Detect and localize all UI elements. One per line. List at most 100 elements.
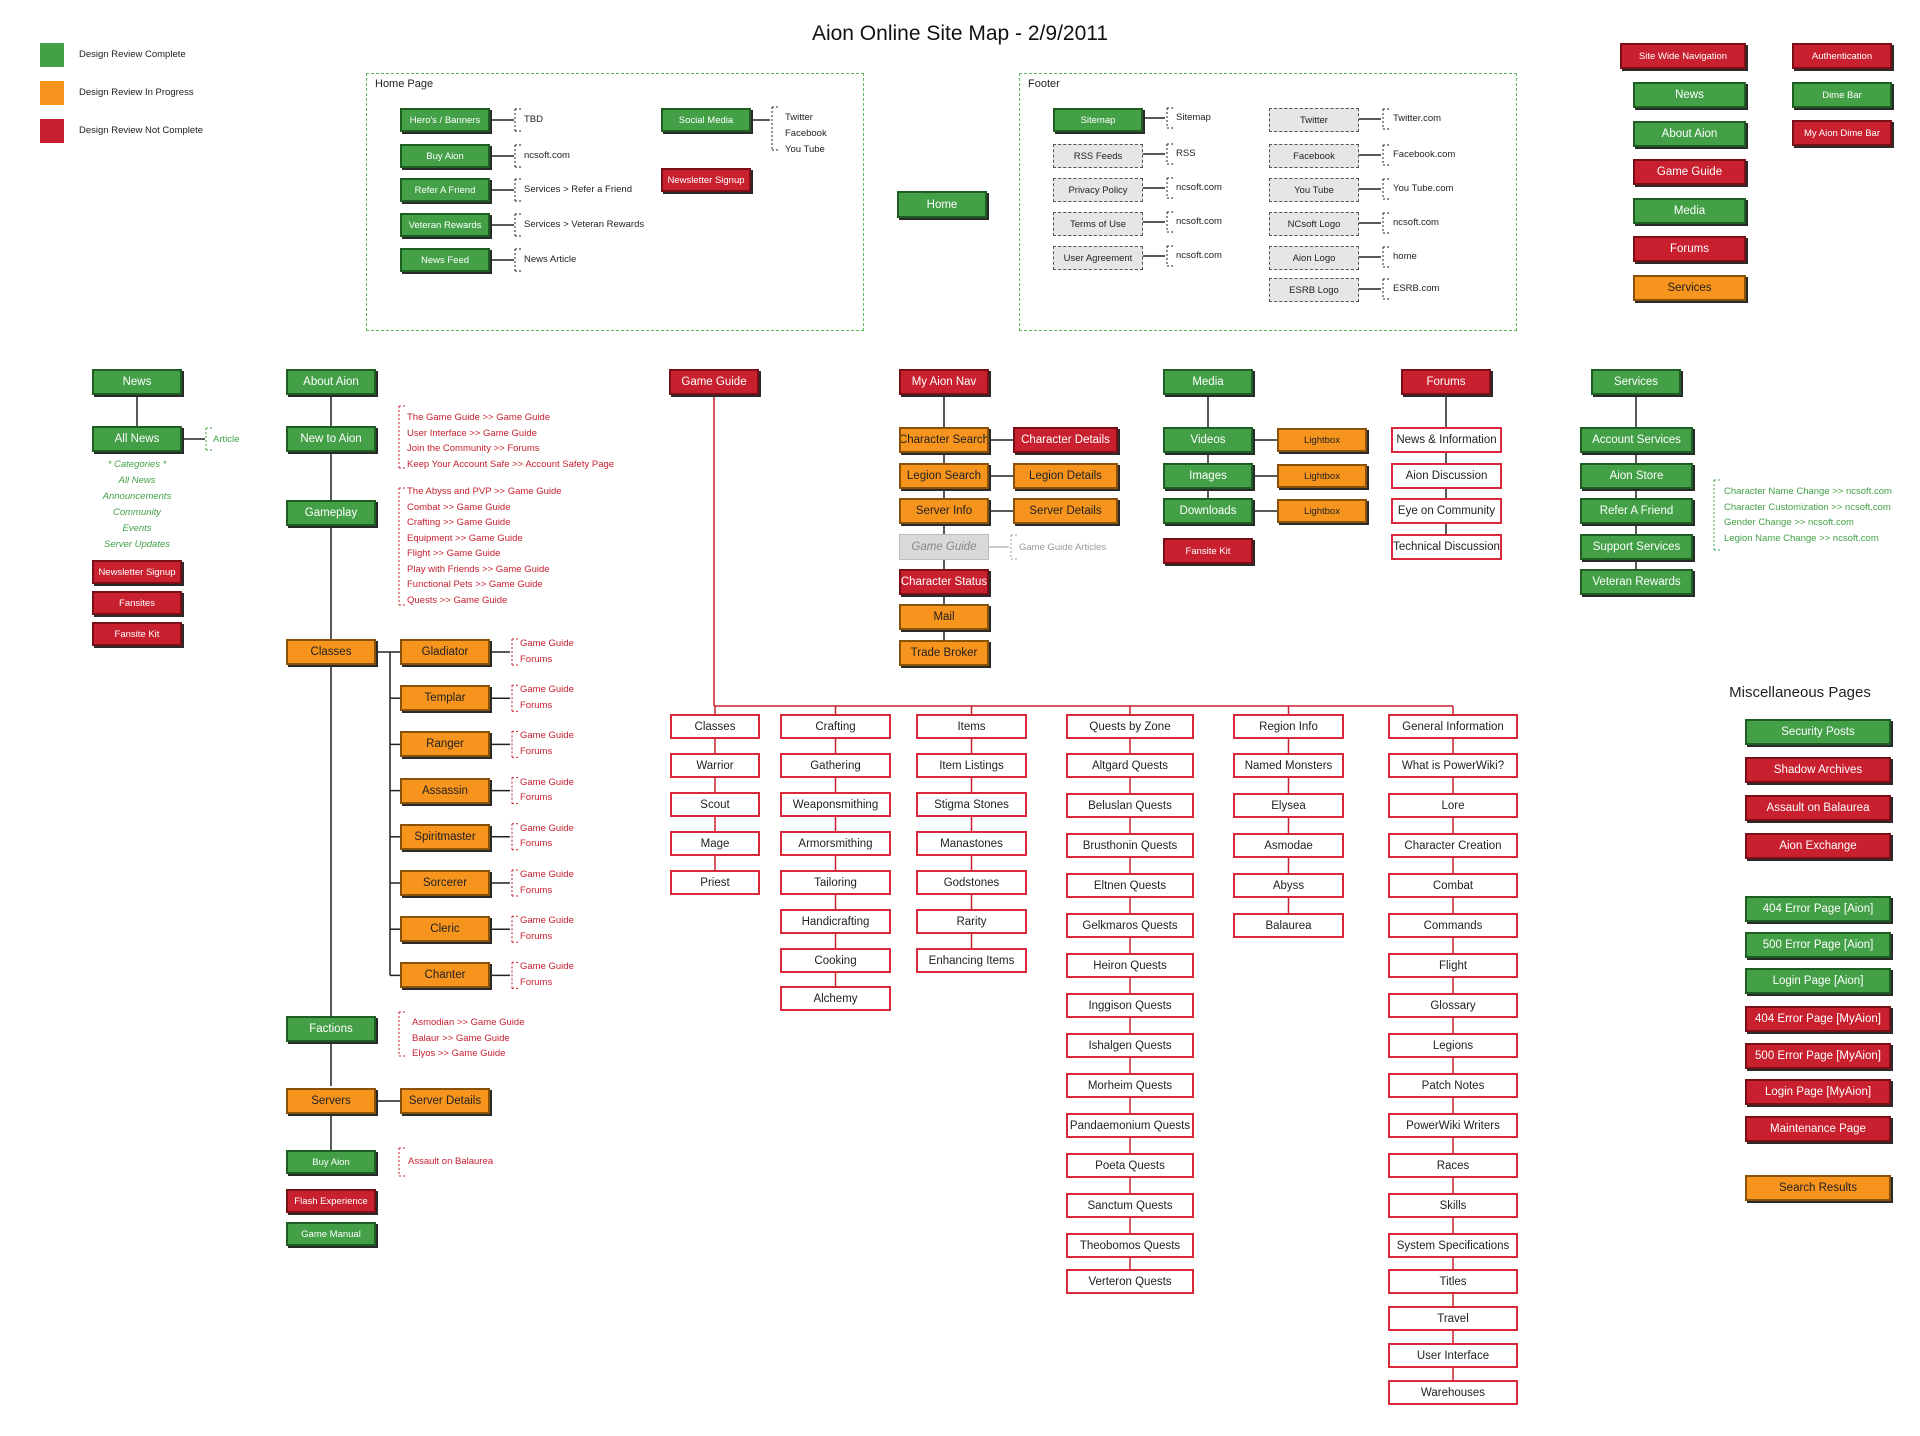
new-to-aion-node[interactable]: New to Aion <box>286 426 376 452</box>
guide-named-monsters-node[interactable]: Named Monsters <box>1233 753 1344 778</box>
guide-general-information-node[interactable]: General Information <box>1388 714 1518 739</box>
guide-mage-node[interactable]: Mage <box>670 831 760 856</box>
guide-handicrafting-node[interactable]: Handicrafting <box>780 909 891 934</box>
misc-search-results-node[interactable]: Search Results <box>1745 1175 1891 1201</box>
authentication-node[interactable]: Authentication <box>1792 43 1892 69</box>
footer-rss-feeds-node[interactable]: RSS Feeds <box>1053 144 1143 168</box>
servers-node[interactable]: Servers <box>286 1088 376 1114</box>
forums-header-node[interactable]: Forums <box>1401 369 1491 395</box>
guide-tailoring-node[interactable]: Tailoring <box>780 870 891 895</box>
guide-godstones-node[interactable]: Godstones <box>916 870 1027 895</box>
gameplay-node[interactable]: Gameplay <box>286 500 376 526</box>
guide-enhancing-items-node[interactable]: Enhancing Items <box>916 948 1027 973</box>
guide-weaponsmithing-node[interactable]: Weaponsmithing <box>780 792 891 817</box>
guide-warrior-node[interactable]: Warrior <box>670 753 760 778</box>
nav-news-node[interactable]: News <box>1633 82 1746 108</box>
guide-theobomos-quests-node[interactable]: Theobomos Quests <box>1066 1233 1194 1258</box>
service-refer-a-friend-node[interactable]: Refer A Friend <box>1580 498 1693 524</box>
misc-500-error-page-myaion-node[interactable]: 500 Error Page [MyAion] <box>1745 1043 1891 1069</box>
media-images-node[interactable]: Images <box>1163 463 1253 489</box>
guide-pandaemonium-quests-node[interactable]: Pandaemonium Quests <box>1066 1113 1194 1138</box>
about-aion-header-node[interactable]: About Aion <box>286 369 376 395</box>
guide-eltnen-quests-node[interactable]: Eltnen Quests <box>1066 873 1194 898</box>
misc-maintenance-page-node[interactable]: Maintenance Page <box>1745 1116 1891 1142</box>
guide-skills-node[interactable]: Skills <box>1388 1193 1518 1218</box>
misc-500-error-page-aion-node[interactable]: 500 Error Page [Aion] <box>1745 932 1891 958</box>
guide-powerwiki-writers-node[interactable]: PowerWiki Writers <box>1388 1113 1518 1138</box>
media-videos-node[interactable]: Videos <box>1163 427 1253 453</box>
guide-beluslan-quests-node[interactable]: Beluslan Quests <box>1066 793 1194 818</box>
my-game-guide-node[interactable]: Game Guide <box>899 534 989 560</box>
footer-terms-of-use-node[interactable]: Terms of Use <box>1053 212 1143 236</box>
guide-verteron-quests-node[interactable]: Verteron Quests <box>1066 1269 1194 1294</box>
guide-poeta-quests-node[interactable]: Poeta Quests <box>1066 1153 1194 1178</box>
guide-classes-node[interactable]: Classes <box>670 714 760 739</box>
guide-warehouses-node[interactable]: Warehouses <box>1388 1380 1518 1405</box>
footer-you-tube-node[interactable]: You Tube <box>1269 178 1359 202</box>
nav-media-node[interactable]: Media <box>1633 197 1746 224</box>
guide-system-specifications-node[interactable]: System Specifications <box>1388 1233 1518 1258</box>
guide-armorsmithing-node[interactable]: Armorsmithing <box>780 831 891 856</box>
guide-region-info-node[interactable]: Region Info <box>1233 714 1344 739</box>
guide-item-listings-node[interactable]: Item Listings <box>916 753 1027 778</box>
misc-security-posts-node[interactable]: Security Posts <box>1745 719 1891 745</box>
misc-login-page-aion-node[interactable]: Login Page [Aion] <box>1745 968 1891 994</box>
class-spiritmaster-node[interactable]: Spiritmaster <box>400 823 490 850</box>
all-news-node[interactable]: All News <box>92 426 182 452</box>
service-aion-store-node[interactable]: Aion Store <box>1580 462 1693 489</box>
guide-gelkmaros-quests-node[interactable]: Gelkmaros Quests <box>1066 913 1194 938</box>
game-manual-node[interactable]: Game Manual <box>286 1222 376 1246</box>
footer-user-agreement-node[interactable]: User Agreement <box>1053 246 1143 270</box>
guide-elysea-node[interactable]: Elysea <box>1233 793 1344 818</box>
news-fansite-kit-node[interactable]: Fansite Kit <box>92 622 182 646</box>
class-ranger-node[interactable]: Ranger <box>400 731 490 758</box>
footer-twitter-node[interactable]: Twitter <box>1269 108 1359 132</box>
guide-heiron-quests-node[interactable]: Heiron Quests <box>1066 953 1194 978</box>
guide-legions-node[interactable]: Legions <box>1388 1033 1518 1058</box>
guide-scout-node[interactable]: Scout <box>670 792 760 817</box>
guide-commands-node[interactable]: Commands <box>1388 913 1518 938</box>
service-support-services-node[interactable]: Support Services <box>1580 533 1693 560</box>
guide-cooking-node[interactable]: Cooking <box>780 948 891 973</box>
guide-glossary-node[interactable]: Glossary <box>1388 993 1518 1018</box>
lightbox-node[interactable]: Lightbox <box>1277 499 1367 523</box>
nav-services-node[interactable]: Services <box>1633 274 1746 301</box>
guide-alchemy-node[interactable]: Alchemy <box>780 986 891 1011</box>
class-chanter-node[interactable]: Chanter <box>400 962 490 989</box>
guide-manastones-node[interactable]: Manastones <box>916 831 1027 856</box>
guide-brusthonin-quests-node[interactable]: Brusthonin Quests <box>1066 833 1194 858</box>
my-server-details-node[interactable]: Server Details <box>1013 498 1118 524</box>
guide-character-creation-node[interactable]: Character Creation <box>1388 833 1518 858</box>
home-veteran-rewards-node[interactable]: Veteran Rewards <box>400 213 490 237</box>
misc-404-error-page-aion-node[interactable]: 404 Error Page [Aion] <box>1745 896 1891 922</box>
services-header-node[interactable]: Services <box>1591 369 1681 395</box>
character-status-node[interactable]: Character Status <box>899 569 989 595</box>
guide-items-node[interactable]: Items <box>916 714 1027 739</box>
nav-forums-node[interactable]: Forums <box>1633 236 1746 262</box>
home-refer-a-friend-node[interactable]: Refer A Friend <box>400 178 490 202</box>
class-sorcerer-node[interactable]: Sorcerer <box>400 870 490 896</box>
guide-asmodae-node[interactable]: Asmodae <box>1233 833 1344 858</box>
misc-shadow-archives-node[interactable]: Shadow Archives <box>1745 757 1891 783</box>
about-server-details-node[interactable]: Server Details <box>400 1088 490 1114</box>
guide-ishalgen-quests-node[interactable]: Ishalgen Quests <box>1066 1033 1194 1058</box>
forum-eye-on-community-node[interactable]: Eye on Community <box>1391 498 1502 524</box>
home-buy-aion-node[interactable]: Buy Aion <box>400 144 490 168</box>
forum-technical-discussion-node[interactable]: Technical Discussion <box>1391 533 1502 560</box>
guide-lore-node[interactable]: Lore <box>1388 793 1518 818</box>
my-character-search-node[interactable]: Character Search <box>899 427 989 453</box>
mail-node[interactable]: Mail <box>899 604 989 630</box>
classes-node[interactable]: Classes <box>286 639 376 665</box>
my-aion-nav-header-node[interactable]: My Aion Nav <box>899 369 989 395</box>
lightbox-node[interactable]: Lightbox <box>1277 428 1367 452</box>
misc-404-error-page-myaion-node[interactable]: 404 Error Page [MyAion] <box>1745 1006 1891 1032</box>
misc-assault-on-balaurea-node[interactable]: Assault on Balaurea <box>1745 795 1891 821</box>
home-news-feed-node[interactable]: News Feed <box>400 248 490 272</box>
my-legion-search-node[interactable]: Legion Search <box>899 463 989 489</box>
lightbox-node[interactable]: Lightbox <box>1277 464 1367 488</box>
my-character-details-node[interactable]: Character Details <box>1013 427 1118 453</box>
footer-facebook-node[interactable]: Facebook <box>1269 144 1359 168</box>
home-hero-s-banners-node[interactable]: Hero's / Banners <box>400 108 490 132</box>
guide-what-is-powerwiki-node[interactable]: What is PowerWiki? <box>1388 753 1518 778</box>
guide-crafting-node[interactable]: Crafting <box>780 714 891 739</box>
